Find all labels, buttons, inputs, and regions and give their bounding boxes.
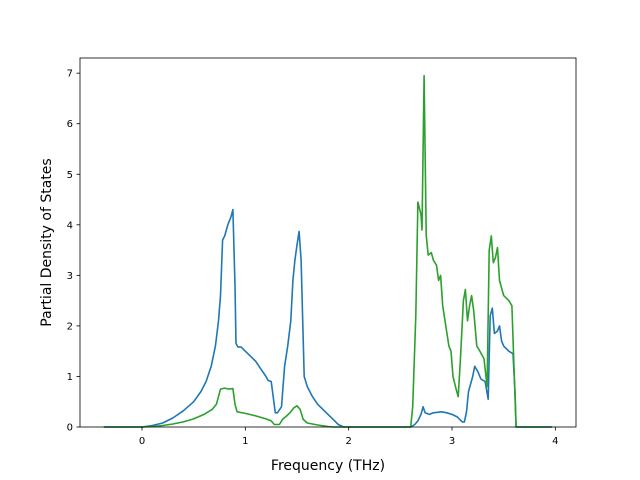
axes-frame [79, 57, 577, 428]
y-tick-label: 0 [67, 423, 73, 434]
y-tick-label: 4 [67, 220, 73, 231]
x-tick-label: 2 [345, 436, 351, 447]
series-line-1 [103, 208, 553, 428]
y-tick-label: 2 [67, 321, 73, 332]
y-axis-ticks: 0 1 2 3 4 5 6 7 [67, 69, 80, 434]
x-axis-label: Frequency (THz) [271, 458, 385, 474]
y-tick-label: 1 [67, 372, 73, 383]
x-axis-ticks: 0 1 2 3 4 [139, 427, 559, 447]
series-line-2 [103, 74, 553, 428]
x-tick-label: 1 [242, 436, 248, 447]
x-tick-label: 4 [552, 436, 558, 447]
y-tick-label: 6 [67, 119, 73, 130]
y-tick-label: 7 [67, 69, 73, 80]
x-tick-label: 0 [139, 436, 145, 447]
y-tick-label: 3 [67, 271, 73, 282]
x-tick-label: 3 [449, 436, 455, 447]
y-tick-label: 5 [67, 170, 73, 181]
series-layer [103, 74, 553, 428]
y-axis-label: Partial Density of States [39, 158, 55, 326]
